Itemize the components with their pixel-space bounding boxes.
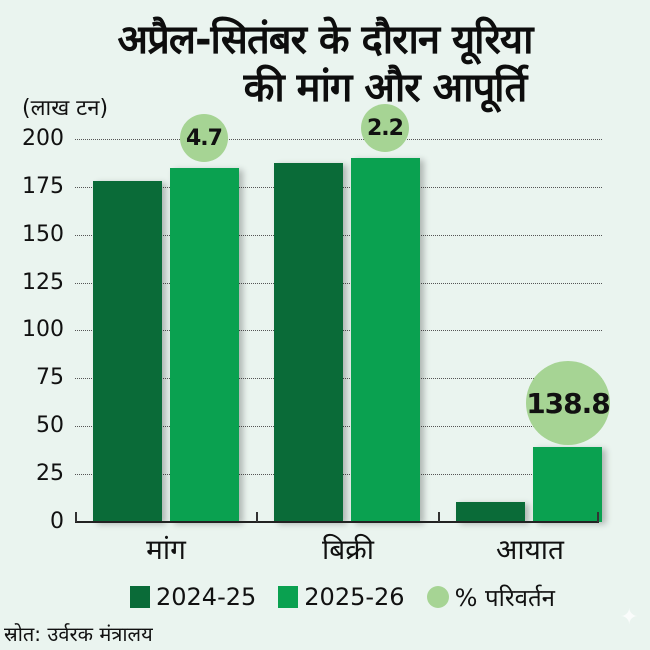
pct-change-bubble-sales: 2.2	[361, 104, 409, 152]
y-axis-unit-label: (लाख टन)	[22, 96, 109, 121]
x-axis-line	[75, 521, 599, 523]
legend-swatch-green-icon	[278, 586, 299, 608]
y-tick-label: 75	[36, 365, 64, 390]
category-label-imports: आयात	[495, 533, 565, 566]
y-tick-label: 25	[36, 461, 64, 486]
chart-title-line-2: की मांग और आपूर्ति	[243, 65, 528, 111]
pct-change-bubble-imports: 138.8	[526, 361, 611, 445]
legend-item-2025-26: 2025-26	[278, 583, 405, 611]
category-label-demand: मांग	[146, 533, 186, 566]
legend-item-pct-change: % परिवर्तन	[426, 581, 556, 614]
y-tick-label: 150	[22, 222, 64, 247]
source-note: स्रोत: उर्वरक मंत्रालय	[4, 622, 153, 646]
category-label-sales: बिक्री	[322, 533, 374, 566]
y-tick-label: 200	[22, 126, 64, 151]
y-tick-label: 125	[22, 270, 64, 295]
sparkle-watermark-icon: ✦	[620, 605, 639, 630]
gridline	[75, 139, 602, 140]
pct-change-bubble-demand: 4.7	[180, 114, 228, 162]
legend-item-2024-25: 2024-25	[130, 583, 256, 611]
bar-imports-2024-25	[456, 502, 525, 522]
bar-imports-2025-26	[533, 447, 602, 522]
y-tick-label: 50	[36, 413, 64, 438]
x-axis-tick	[256, 512, 258, 522]
legend-label: 2025-26	[304, 583, 405, 611]
y-tick-label: 100	[22, 317, 64, 342]
x-axis-tick	[75, 512, 77, 522]
bar-sales-2024-25	[274, 163, 343, 522]
legend-swatch-dark-green-icon	[130, 586, 150, 608]
bar-sales-2025-26	[351, 158, 420, 522]
legend: 2024-25 2025-26 % परिवर्तन	[130, 582, 577, 612]
legend-label: % परिवर्तन	[454, 583, 556, 612]
bar-demand-2025-26	[170, 168, 239, 522]
chart-title-line-1: अप्रैल-सितंबर के दौरान यूरिया	[117, 17, 534, 63]
legend-circle-icon	[426, 586, 449, 608]
legend-label: 2024-25	[156, 583, 257, 611]
y-tick-label: 0	[50, 509, 64, 534]
x-axis-tick	[438, 512, 440, 522]
y-tick-label: 175	[22, 174, 64, 199]
x-axis-tick	[597, 512, 599, 522]
bar-demand-2024-25	[93, 181, 162, 522]
